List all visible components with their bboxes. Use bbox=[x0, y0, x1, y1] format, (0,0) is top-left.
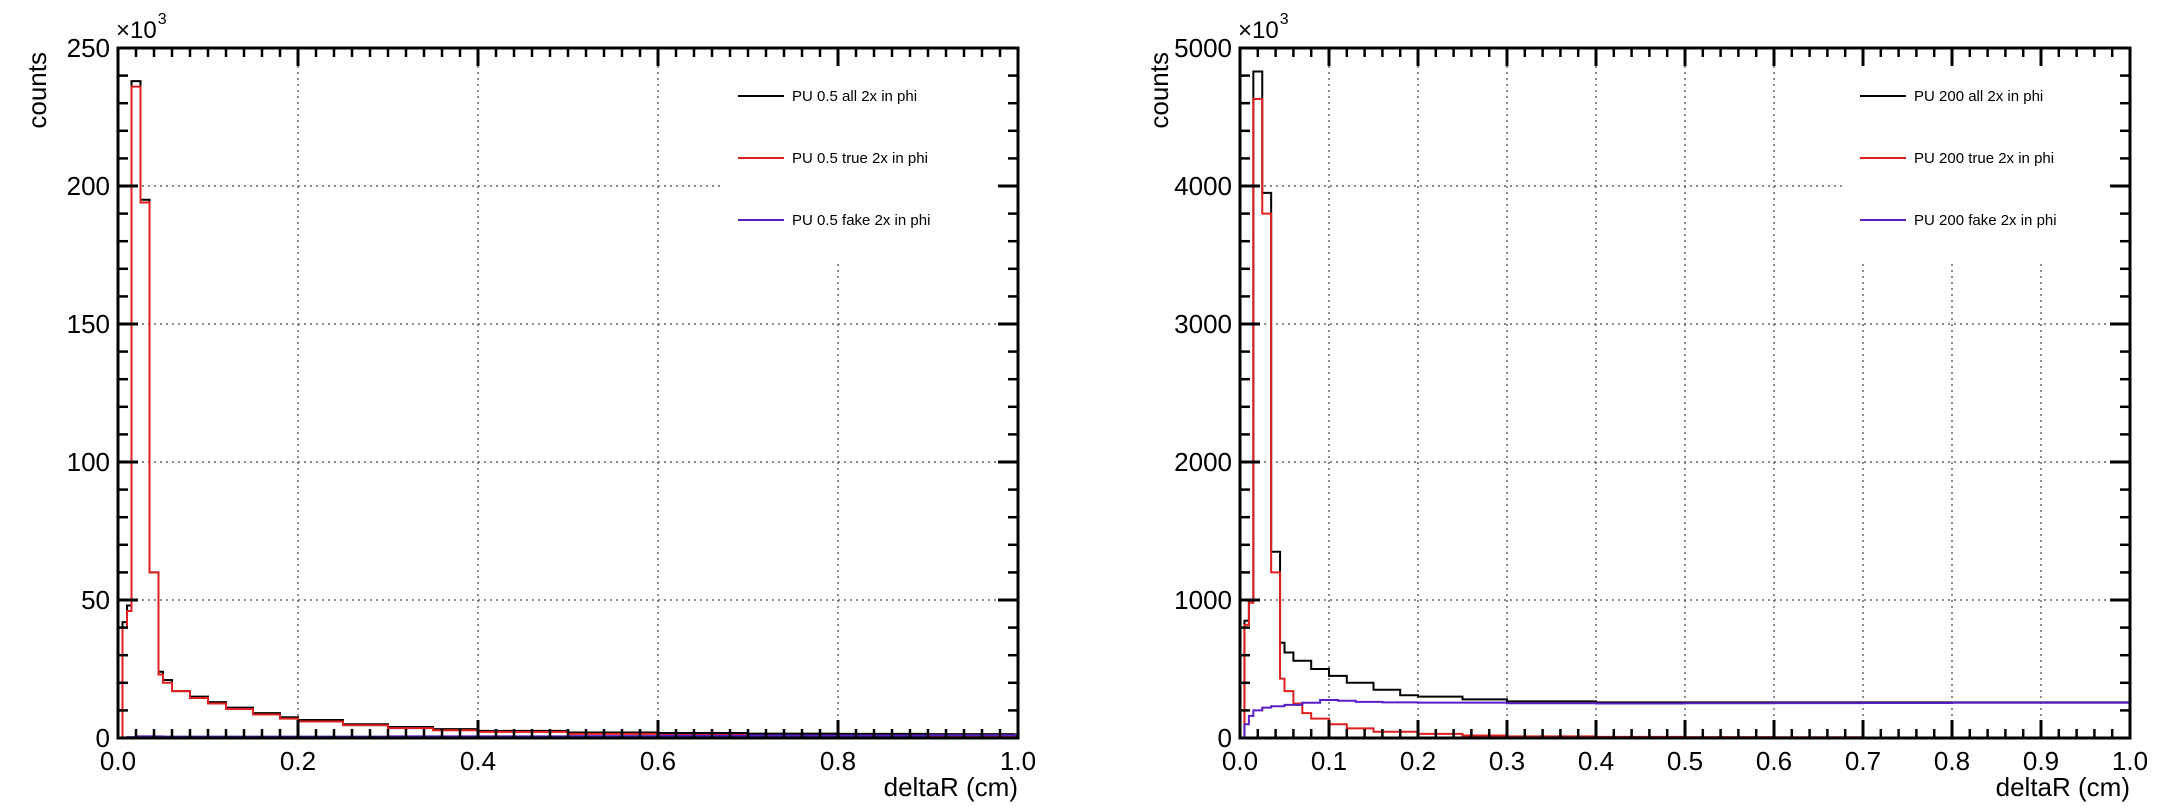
y-tick-label: 3000 bbox=[1174, 309, 1232, 339]
y-tick-label: 0 bbox=[1218, 723, 1232, 753]
y-tick-label: 200 bbox=[67, 171, 110, 201]
y-tick-label: 5000 bbox=[1174, 33, 1232, 63]
x-axis-title: deltaR (cm) bbox=[1996, 772, 2130, 802]
x-tick-label: 0.0 bbox=[100, 746, 136, 776]
y-tick-label: 150 bbox=[67, 309, 110, 339]
y-exponent-power: 3 bbox=[1280, 11, 1289, 28]
legend-label-3: PU 0.5 fake 2x in phi bbox=[792, 212, 930, 229]
y-tick-label: 1000 bbox=[1174, 585, 1232, 615]
series-line-1 bbox=[1240, 70, 2130, 739]
x-tick-label: 0.2 bbox=[280, 746, 316, 776]
x-tick-label: 0.4 bbox=[460, 746, 496, 776]
x-tick-label: 0.9 bbox=[2023, 746, 2059, 776]
chart-panel-2: PU 200 all 2x in phi PU 200 true 2x in ph… bbox=[1144, 11, 2148, 802]
y-axis-title: counts bbox=[1144, 52, 1174, 129]
series-line-3 bbox=[1240, 699, 2130, 739]
y-exponent-label: ×10 bbox=[1238, 17, 1279, 44]
y-tick-label: 2000 bbox=[1174, 447, 1232, 477]
x-tick-label: 0.6 bbox=[640, 746, 676, 776]
y-tick-label: 250 bbox=[67, 33, 110, 63]
legend-label-1: PU 200 all 2x in phi bbox=[1914, 88, 2043, 105]
x-tick-label: 1.0 bbox=[1000, 746, 1036, 776]
y-tick-label: 100 bbox=[67, 447, 110, 477]
legend-label-2: PU 0.5 true 2x in phi bbox=[792, 150, 928, 167]
x-tick-label: 0.8 bbox=[1934, 746, 1970, 776]
x-tick-label: 0.0 bbox=[1222, 746, 1258, 776]
legend-box bbox=[1844, 66, 2108, 260]
x-tick-label: 0.5 bbox=[1667, 746, 1703, 776]
x-tick-label: 0.1 bbox=[1311, 746, 1347, 776]
legend-label-2: PU 200 true 2x in phi bbox=[1914, 150, 2054, 167]
legend-box bbox=[722, 66, 996, 260]
y-tick-label: 50 bbox=[81, 585, 110, 615]
x-tick-label: 0.7 bbox=[1845, 746, 1881, 776]
y-axis-title: counts bbox=[22, 52, 52, 129]
y-tick-label: 4000 bbox=[1174, 171, 1232, 201]
y-exponent-label: ×10 bbox=[116, 17, 157, 44]
y-exponent-power: 3 bbox=[158, 11, 167, 28]
x-tick-label: 0.3 bbox=[1489, 746, 1525, 776]
x-tick-label: 0.4 bbox=[1578, 746, 1614, 776]
legend-label-3: PU 200 fake 2x in phi bbox=[1914, 212, 2057, 229]
y-tick-label: 0 bbox=[96, 723, 110, 753]
x-tick-label: 0.8 bbox=[820, 746, 856, 776]
x-axis-title: deltaR (cm) bbox=[884, 772, 1018, 802]
x-tick-label: 0.6 bbox=[1756, 746, 1792, 776]
chart-panel-1: PU 0.5 all 2x in phi PU 0.5 true 2x in ph… bbox=[22, 11, 1036, 802]
legend-label-1: PU 0.5 all 2x in phi bbox=[792, 88, 917, 105]
x-tick-label: 1.0 bbox=[2112, 746, 2148, 776]
x-tick-label: 0.2 bbox=[1400, 746, 1436, 776]
series-line-1 bbox=[118, 80, 1018, 739]
